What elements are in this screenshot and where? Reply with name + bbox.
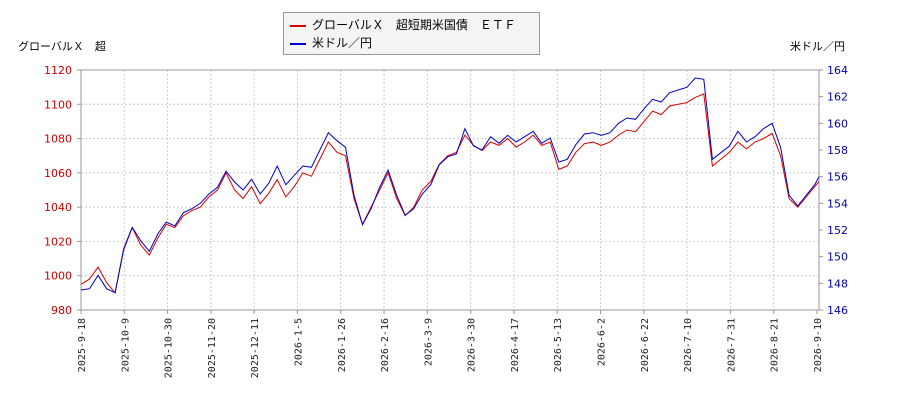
right-tick-label: 148 <box>827 277 848 290</box>
left-tick-label: 1000 <box>44 270 72 283</box>
x-tick-label: 2026-2-16 <box>380 318 391 372</box>
x-tick-label: 2025-9-18 <box>77 318 88 372</box>
right-tick-label: 150 <box>827 251 848 264</box>
x-tick-label: 2026-7-31 <box>726 318 737 372</box>
legend-swatch-usd <box>290 42 306 45</box>
right-tick-label: 164 <box>827 64 848 77</box>
legend: グローバルＸ 超短期米国債 ＥＴＦ 米ドル／円 <box>283 12 540 55</box>
x-tick-label: 2026-5-13 <box>553 318 564 372</box>
right-tick-label: 160 <box>827 117 848 130</box>
plot-frame <box>80 69 820 311</box>
x-tick-label: 2026-7-10 <box>683 318 694 372</box>
right-tick-label: 156 <box>827 171 848 184</box>
right-tick-label: 162 <box>827 91 848 104</box>
left-tick-label: 1060 <box>44 167 72 180</box>
x-tick-label: 2025-11-20 <box>207 318 218 378</box>
x-tick-label: 2026-3-30 <box>467 318 478 372</box>
left-tick-label: 980 <box>51 304 72 317</box>
legend-swatch-etf <box>290 24 306 27</box>
legend-item-etf: グローバルＸ 超短期米国債 ＥＴＦ <box>290 16 516 34</box>
right-axis-title: 米ドル／円 <box>790 40 845 53</box>
x-tick-label: 2026-1-5 <box>293 318 304 366</box>
x-tick-label: 2026-4-17 <box>510 318 521 372</box>
x-tick-label: 2025-10-30 <box>164 318 175 378</box>
right-tick-label: 152 <box>827 224 848 237</box>
right-axis-ticks: 146 148 150 152 154 156 158 160 162 164 <box>819 64 848 317</box>
x-tick-label: 2025-10-9 <box>120 318 131 372</box>
etf-series-line <box>80 93 820 295</box>
x-tick-label: 2026-9-10 <box>813 318 824 372</box>
x-tick-label: 2025-12-11 <box>250 318 261 378</box>
left-tick-label: 1120 <box>44 64 72 77</box>
x-tick-label: 2026-6-22 <box>640 318 651 372</box>
series-lines <box>80 77 820 295</box>
legend-label-etf: グローバルＸ 超短期米国債 ＥＴＦ <box>312 18 516 32</box>
usd-series-line <box>80 77 820 294</box>
legend-item-usd: 米ドル／円 <box>290 34 372 52</box>
x-tick-label: 2026-6-2 <box>597 318 608 366</box>
x-tick-label: 2026-1-26 <box>337 318 348 372</box>
right-tick-label: 146 <box>827 304 848 317</box>
left-axis-title: グローバルＸ 超 <box>18 40 106 53</box>
left-tick-label: 1040 <box>44 201 72 214</box>
right-tick-label: 158 <box>827 144 848 157</box>
legend-label-usd: 米ドル／円 <box>312 36 373 50</box>
left-axis-ticks: 980 1000 1020 1040 1060 1080 1100 1120 <box>44 64 81 317</box>
x-tick-label: 2026-8-21 <box>770 318 781 372</box>
left-tick-label: 1020 <box>44 235 72 248</box>
left-tick-label: 1080 <box>44 133 72 146</box>
grid-lines <box>81 70 819 310</box>
left-tick-label: 1100 <box>44 98 72 111</box>
x-tick-label: 2026-3-9 <box>423 318 434 366</box>
right-tick-label: 154 <box>827 197 848 210</box>
x-axis-ticks: 2025-9-18 2025-10-9 2025-10-30 2025-11-20 20… <box>77 310 824 378</box>
